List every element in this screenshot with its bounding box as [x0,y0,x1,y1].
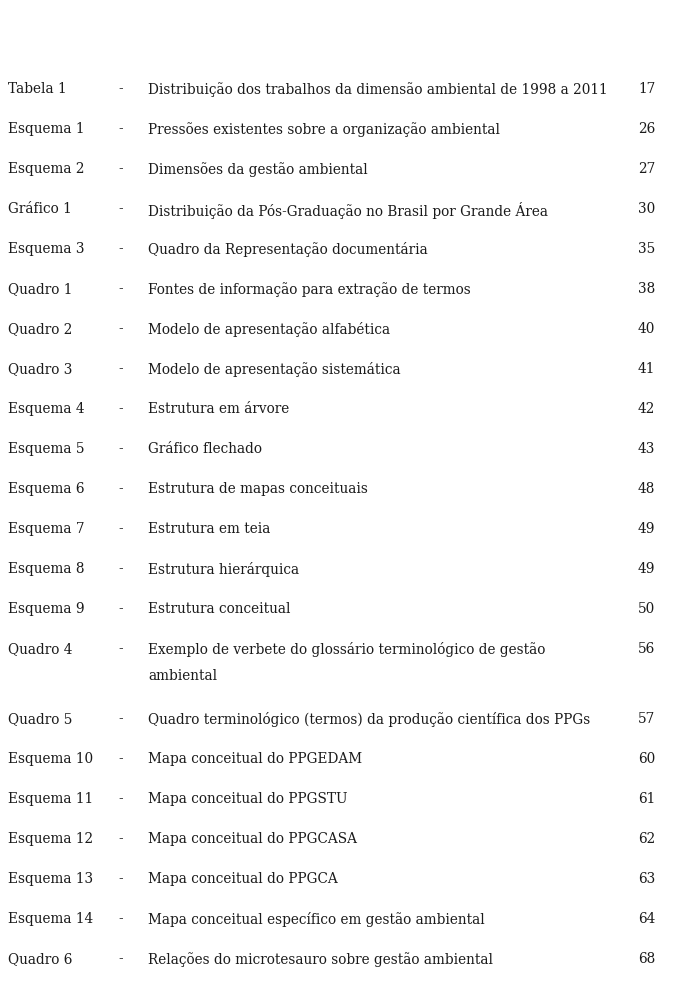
Text: Esquema 8: Esquema 8 [8,562,85,576]
Text: Gráfico 1: Gráfico 1 [8,202,72,216]
Text: ambiental: ambiental [148,669,217,683]
Text: Esquema 10: Esquema 10 [8,752,93,766]
Text: 42: 42 [638,402,656,416]
Text: 49: 49 [638,522,656,536]
Text: Quadro 6: Quadro 6 [8,952,73,966]
Text: Fontes de informação para extração de termos: Fontes de informação para extração de te… [148,282,471,296]
Text: 43: 43 [638,442,656,456]
Text: -: - [118,242,123,256]
Text: 63: 63 [638,872,655,886]
Text: -: - [118,752,123,766]
Text: 38: 38 [638,282,655,296]
Text: 61: 61 [638,792,655,806]
Text: Quadro terminológico (termos) da produção científica dos PPGs: Quadro terminológico (termos) da produçã… [148,712,591,727]
Text: Mapa conceitual do PPGEDAM: Mapa conceitual do PPGEDAM [148,752,362,766]
Text: 57: 57 [638,712,655,726]
Text: -: - [118,322,123,336]
Text: -: - [118,522,123,536]
Text: Quadro da Representação documentária: Quadro da Representação documentária [148,242,428,257]
Text: Esquema 6: Esquema 6 [8,482,85,496]
Text: -: - [118,562,123,576]
Text: 30: 30 [638,202,655,216]
Text: 56: 56 [638,642,655,656]
Text: -: - [118,362,123,376]
Text: -: - [118,832,123,846]
Text: Esquema 11: Esquema 11 [8,792,93,806]
Text: 40: 40 [638,322,656,336]
Text: -: - [118,482,123,496]
Text: Modelo de apresentação sistemática: Modelo de apresentação sistemática [148,362,401,377]
Text: -: - [118,952,123,966]
Text: Esquema 14: Esquema 14 [8,912,94,926]
Text: Estrutura de mapas conceituais: Estrutura de mapas conceituais [148,482,368,496]
Text: Esquema 7: Esquema 7 [8,522,85,536]
Text: -: - [118,202,123,216]
Text: -: - [118,912,123,926]
Text: Distribuição dos trabalhos da dimensão ambiental de 1998 a 2011: Distribuição dos trabalhos da dimensão a… [148,82,607,97]
Text: 41: 41 [638,362,656,376]
Text: Relações do microtesauro sobre gestão ambiental: Relações do microtesauro sobre gestão am… [148,952,493,967]
Text: Esquema 9: Esquema 9 [8,602,85,616]
Text: Esquema 13: Esquema 13 [8,872,93,886]
Text: Gráfico flechado: Gráfico flechado [148,442,262,456]
Text: Mapa conceitual do PPGCASA: Mapa conceitual do PPGCASA [148,832,357,846]
Text: -: - [118,82,123,96]
Text: 64: 64 [638,912,656,926]
Text: Quadro 5: Quadro 5 [8,712,73,726]
Text: Estrutura em teia: Estrutura em teia [148,522,271,536]
Text: Mapa conceitual do PPGCA: Mapa conceitual do PPGCA [148,872,338,886]
Text: 68: 68 [638,952,655,966]
Text: Esquema 1: Esquema 1 [8,122,85,136]
Text: Esquema 4: Esquema 4 [8,402,85,416]
Text: Mapa conceitual específico em gestão ambiental: Mapa conceitual específico em gestão amb… [148,912,485,927]
Text: -: - [118,792,123,806]
Text: -: - [118,872,123,886]
Text: Quadro 1: Quadro 1 [8,282,73,296]
Text: 48: 48 [638,482,656,496]
Text: Distribuição da Pós-Graduação no Brasil por Grande Área: Distribuição da Pós-Graduação no Brasil … [148,202,548,219]
Text: -: - [118,122,123,136]
Text: Quadro 4: Quadro 4 [8,642,73,656]
Text: Estrutura conceitual: Estrutura conceitual [148,602,290,616]
Text: -: - [118,162,123,176]
Text: Exemplo de verbete do glossário terminológico de gestão: Exemplo de verbete do glossário terminol… [148,642,545,657]
Text: Tabela 1: Tabela 1 [8,82,66,96]
Text: Modelo de apresentação alfabética: Modelo de apresentação alfabética [148,322,390,337]
Text: -: - [118,712,123,726]
Text: Esquema 12: Esquema 12 [8,832,93,846]
Text: 26: 26 [638,122,655,136]
Text: Pressões existentes sobre a organização ambiental: Pressões existentes sobre a organização … [148,122,500,137]
Text: 60: 60 [638,752,655,766]
Text: 35: 35 [638,242,655,256]
Text: Quadro 3: Quadro 3 [8,362,73,376]
Text: 49: 49 [638,562,656,576]
Text: Esquema 3: Esquema 3 [8,242,85,256]
Text: Estrutura em árvore: Estrutura em árvore [148,402,290,416]
Text: 62: 62 [638,832,655,846]
Text: -: - [118,602,123,616]
Text: -: - [118,282,123,296]
Text: -: - [118,642,123,656]
Text: 27: 27 [638,162,655,176]
Text: 17: 17 [638,82,655,96]
Text: 50: 50 [638,602,655,616]
Text: Esquema 5: Esquema 5 [8,442,85,456]
Text: -: - [118,442,123,456]
Text: Quadro 2: Quadro 2 [8,322,73,336]
Text: Dimensões da gestão ambiental: Dimensões da gestão ambiental [148,162,367,177]
Text: -: - [118,402,123,416]
Text: Mapa conceitual do PPGSTU: Mapa conceitual do PPGSTU [148,792,348,806]
Text: Estrutura hierárquica: Estrutura hierárquica [148,562,299,577]
Text: Esquema 2: Esquema 2 [8,162,85,176]
